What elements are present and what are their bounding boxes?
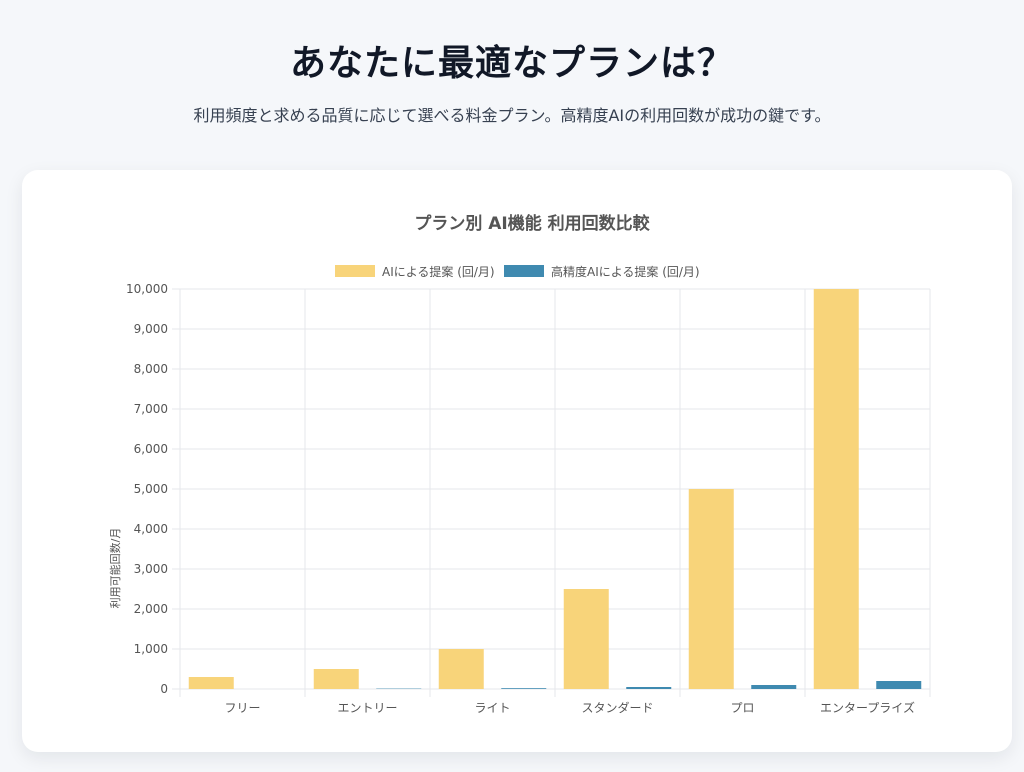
bar-series1[interactable] — [313, 669, 359, 689]
legend-label-precision-ai-suggest: 高精度AIによる提案 (回/月) — [551, 264, 700, 279]
legend-label-ai-suggest: AIによる提案 (回/月) — [382, 264, 495, 279]
y-tick-label: 2,000 — [134, 602, 168, 616]
page-subtitle: 利用頻度と求める品質に応じて選べる料金プラン。高精度AIの利用回数が成功の鍵です… — [193, 106, 831, 125]
y-tick-label: 7,000 — [134, 402, 168, 416]
bar-series2[interactable] — [501, 688, 547, 689]
bar-series1[interactable] — [813, 289, 859, 689]
bar-series1[interactable] — [688, 489, 734, 689]
x-tick-label: ライト — [474, 701, 510, 715]
legend: AIによる提案 (回/月) 高精度AIによる提案 (回/月) — [335, 264, 700, 279]
x-tick-label: フリー — [224, 701, 260, 715]
y-tick-label: 6,000 — [134, 442, 168, 456]
bars — [188, 289, 922, 689]
legend-item-precision-ai-suggest[interactable]: 高精度AIによる提案 (回/月) — [504, 264, 700, 279]
legend-swatch-ai-suggest — [335, 265, 375, 277]
bar-series1[interactable] — [438, 649, 484, 689]
bar-series1[interactable] — [188, 677, 234, 689]
y-tick-label: 9,000 — [134, 322, 168, 336]
y-axis-ticks: 0 1,000 2,000 3,000 4,000 5,000 6,000 7,000 8,00… — [126, 282, 168, 696]
bar-series2[interactable] — [876, 681, 922, 689]
x-tick-label: エンタープライズ — [820, 700, 915, 715]
page-header: あなたに最適なプランは？ 利用頻度と求める品質に応じて選べる料金プラン。高精度A… — [0, 0, 1024, 126]
chart-title: プラン別 AI機能 利用回数比較 — [414, 213, 650, 234]
legend-swatch-precision-ai-suggest — [504, 265, 544, 277]
page-title: あなたに最適なプランは？ — [289, 43, 734, 84]
x-axis-ticks: フリー エントリー ライト スタンダード プロ エンタープライズ — [224, 700, 914, 715]
grid-lines — [172, 288, 931, 697]
y-tick-label: 0 — [160, 682, 168, 696]
bar-series2[interactable] — [751, 685, 797, 689]
bar-chart: プラン別 AI機能 利用回数比較 AIによる提案 (回/月) 高精度AIによる提… — [108, 213, 931, 715]
x-tick-label: エントリー — [337, 701, 397, 715]
y-axis-title: 利用可能回数/月 — [108, 528, 122, 609]
y-tick-label: 10,000 — [126, 282, 168, 296]
y-tick-label: 8,000 — [134, 362, 168, 376]
y-tick-label: 1,000 — [134, 642, 168, 656]
y-tick-label: 3,000 — [134, 562, 168, 576]
x-tick-label: スタンダード — [581, 700, 653, 715]
legend-item-ai-suggest[interactable]: AIによる提案 (回/月) — [335, 264, 495, 279]
y-tick-label: 5,000 — [134, 482, 168, 496]
bar-series1[interactable] — [563, 589, 609, 689]
y-tick-label: 4,000 — [134, 522, 168, 536]
x-tick-label: プロ — [730, 701, 754, 715]
bar-series2[interactable] — [626, 687, 672, 689]
chart-card: プラン別 AI機能 利用回数比較 AIによる提案 (回/月) 高精度AIによる提… — [22, 170, 1012, 752]
